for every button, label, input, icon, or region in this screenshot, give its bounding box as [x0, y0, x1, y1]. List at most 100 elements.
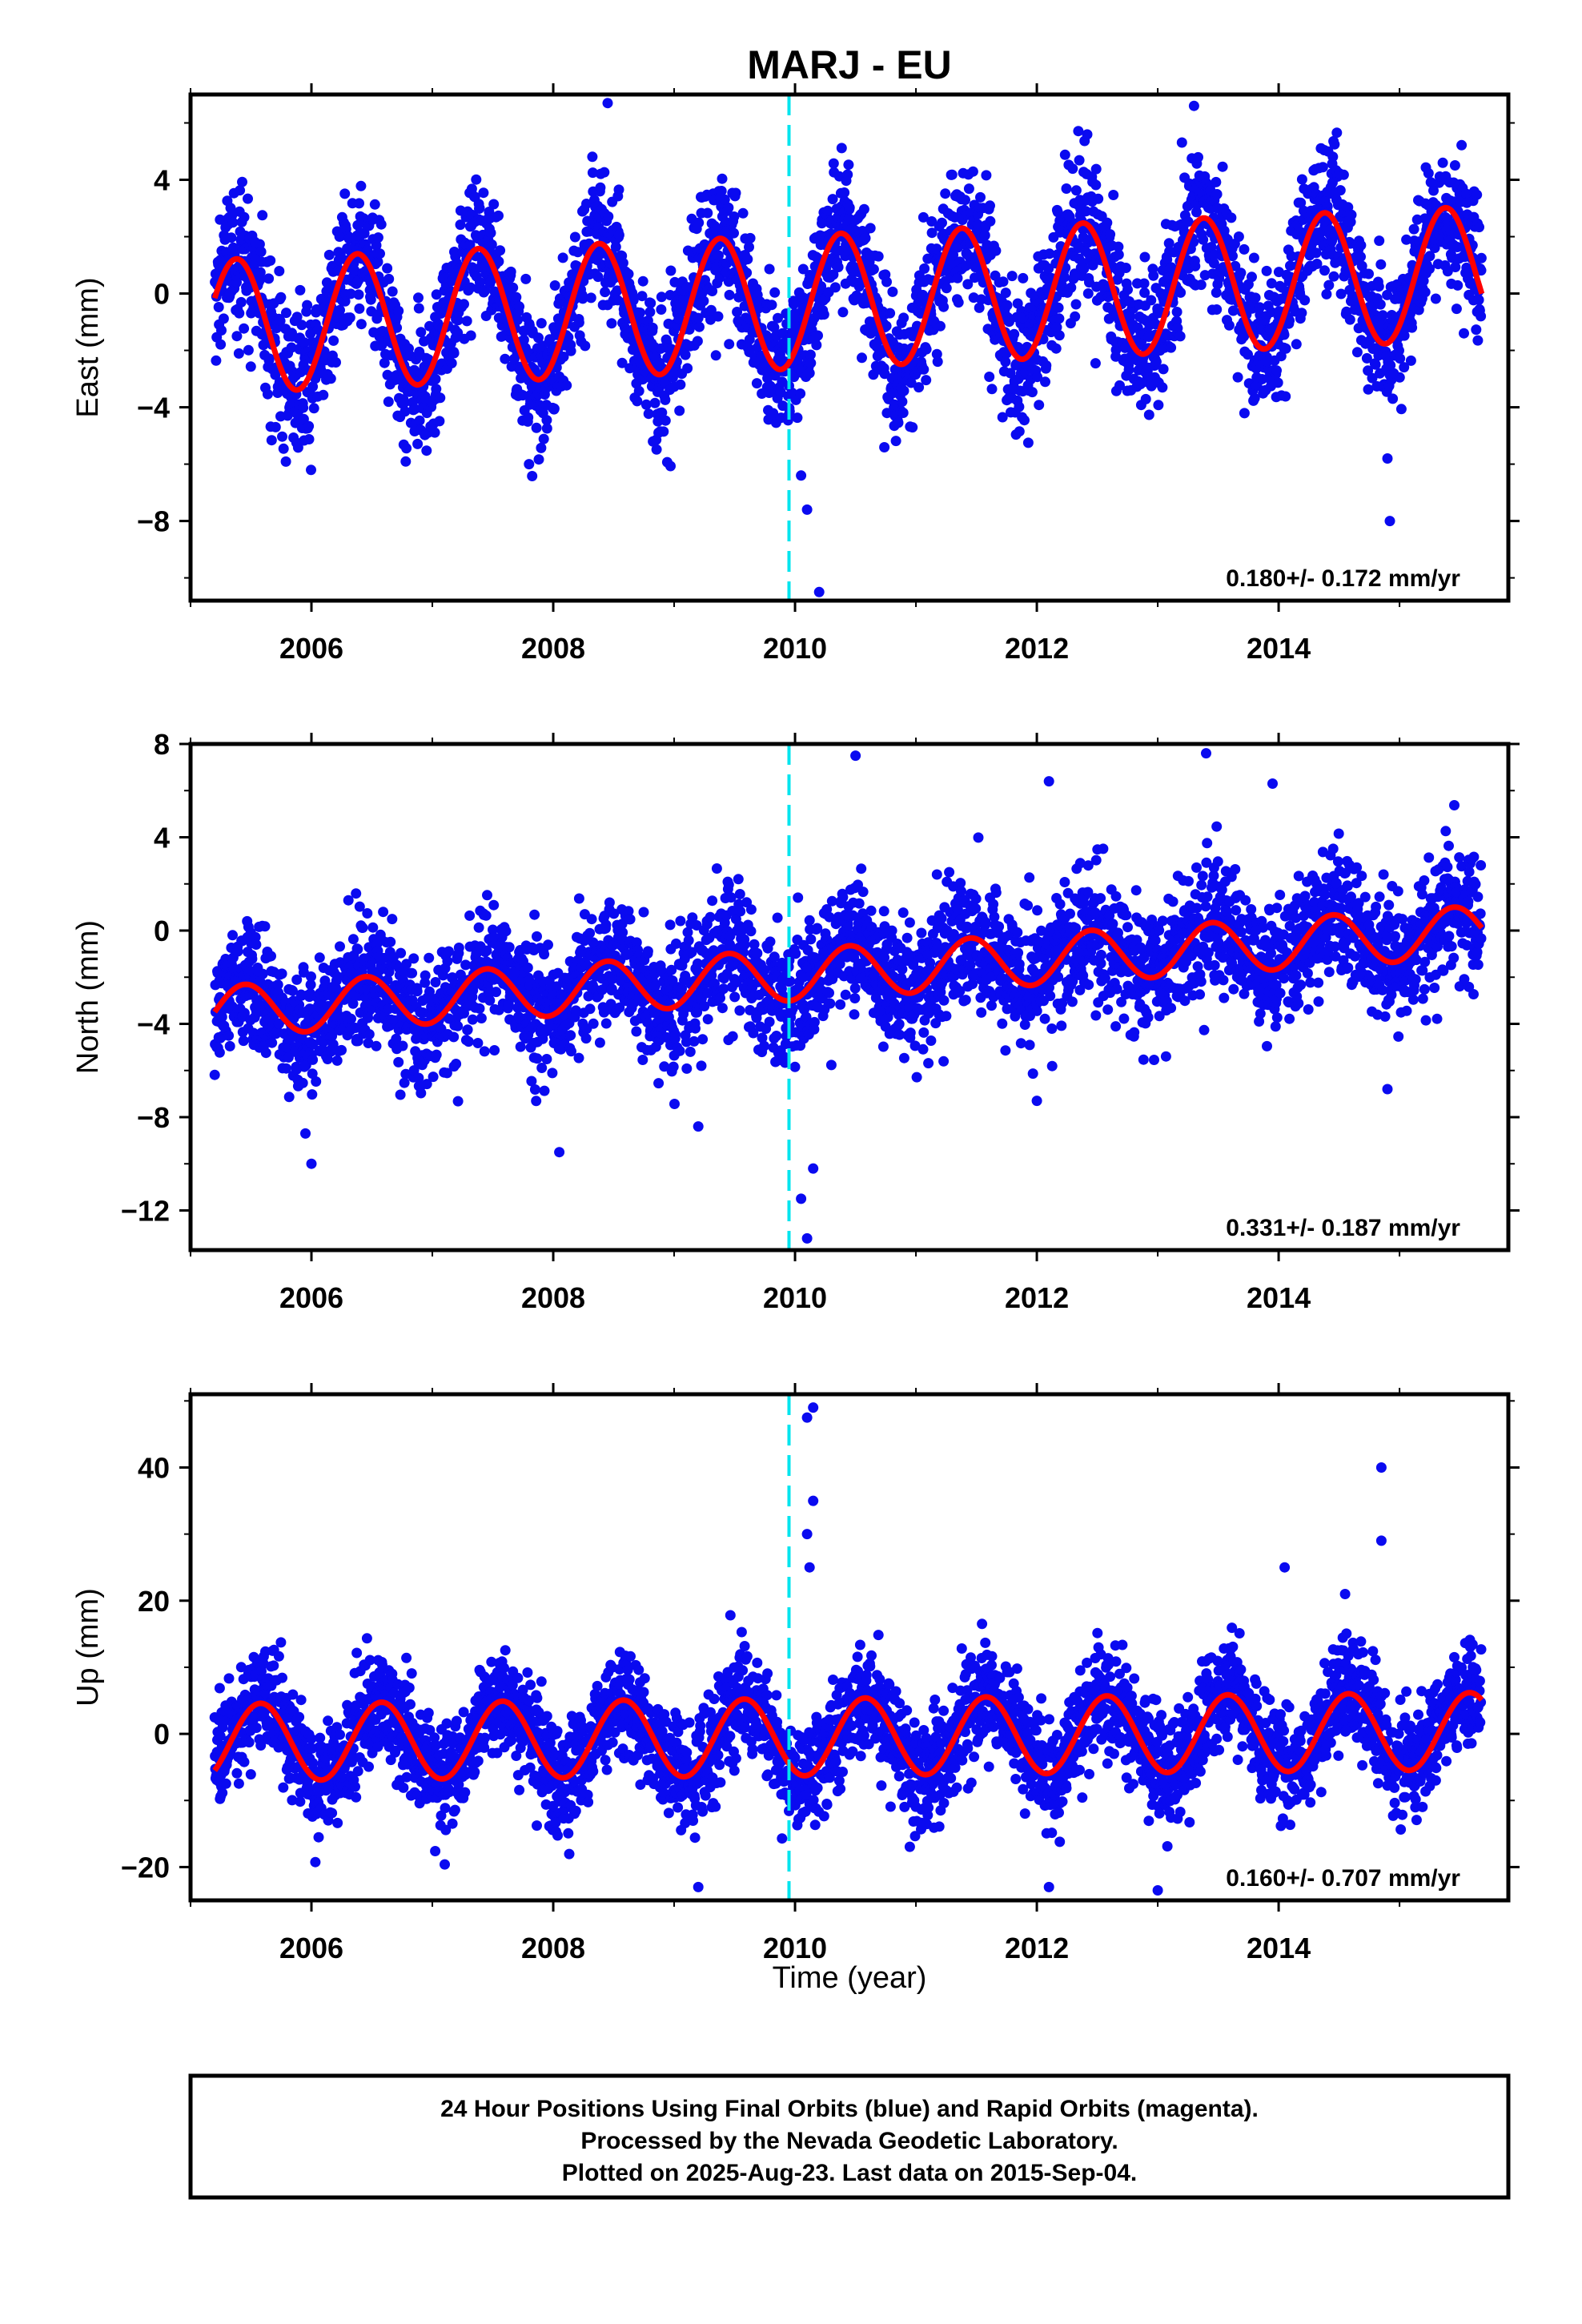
east-point: [500, 353, 511, 364]
east-point: [617, 257, 628, 268]
east-point: [628, 295, 639, 306]
east-point: [1041, 360, 1052, 371]
east-point: [262, 388, 273, 400]
east-point: [1198, 234, 1209, 245]
east-point: [1476, 252, 1487, 263]
east-point: [448, 348, 460, 359]
east-point: [782, 415, 793, 426]
east-point: [732, 307, 743, 317]
east-point: [1280, 391, 1291, 402]
east-ytick-label: −4: [137, 392, 170, 424]
north-point: [266, 951, 276, 962]
east-point: [549, 280, 560, 291]
east-point: [713, 250, 724, 261]
east-point: [905, 377, 917, 388]
east-point: [1073, 126, 1084, 137]
east-point: [1093, 193, 1104, 204]
north-point: [474, 1003, 485, 1014]
east-y-axis-label: East (mm): [71, 277, 105, 417]
north-point: [462, 1024, 473, 1035]
north-point: [681, 1063, 693, 1074]
north-point: [637, 1055, 648, 1065]
east-point: [416, 327, 427, 338]
east-point: [1070, 299, 1082, 310]
north-point: [594, 1037, 605, 1048]
east-point: [1120, 263, 1131, 273]
east-point: [1375, 259, 1387, 270]
east-point: [873, 251, 884, 262]
east-point: [452, 328, 464, 339]
north-point: [584, 927, 596, 939]
east-point: [399, 397, 410, 408]
east-point: [890, 436, 901, 447]
east-point: [1080, 206, 1091, 217]
east-point: [1419, 287, 1431, 298]
north-point: [260, 1047, 271, 1059]
north-point: [467, 1014, 478, 1025]
east-point: [387, 286, 398, 297]
east-point: [805, 357, 817, 368]
north-point: [227, 930, 238, 941]
east-point: [1108, 190, 1119, 200]
east-point: [1317, 162, 1328, 173]
east-point: [839, 187, 850, 198]
east-rate-annotation: 0.180+/- 0.172 mm/yr: [1226, 565, 1460, 592]
east-point: [1243, 349, 1253, 360]
east-point: [879, 442, 890, 452]
east-point: [692, 336, 703, 347]
east-point: [302, 300, 313, 311]
north-point: [407, 967, 418, 979]
east-point: [234, 308, 245, 319]
east-point: [323, 249, 335, 260]
east-point: [766, 300, 777, 311]
east-point: [1233, 231, 1244, 242]
north-point: [472, 1038, 484, 1048]
north-point: [482, 890, 492, 901]
east-point: [1082, 288, 1094, 299]
east-point: [1166, 342, 1177, 353]
east-point: [215, 214, 226, 225]
north-point: [214, 1047, 225, 1058]
east-point: [1090, 163, 1102, 175]
east-point: [729, 227, 739, 239]
east-point: [745, 232, 756, 243]
east-point: [952, 272, 963, 283]
east-point: [979, 230, 990, 241]
east-point: [827, 194, 838, 205]
north-point: [675, 915, 686, 927]
east-point: [931, 348, 942, 360]
east-point: [286, 342, 297, 353]
east-outlier-point: [1384, 516, 1395, 527]
east-point: [307, 381, 319, 392]
east-point: [375, 248, 385, 259]
east-point: [1034, 400, 1045, 411]
east-point: [612, 295, 623, 306]
north-point: [378, 907, 389, 918]
north-point: [584, 1003, 596, 1015]
east-point: [1018, 272, 1029, 283]
east-point: [769, 287, 781, 298]
north-point: [347, 934, 359, 945]
north-point: [267, 1037, 278, 1048]
east-point: [541, 423, 552, 434]
east-point: [1437, 157, 1448, 168]
north-point: [444, 946, 454, 957]
east-point: [508, 282, 519, 293]
north-point: [224, 1040, 235, 1051]
east-point: [511, 292, 522, 303]
east-point: [984, 372, 995, 382]
east-point: [1123, 364, 1134, 376]
east-point: [1138, 278, 1150, 289]
east-point: [400, 456, 412, 467]
north-point: [600, 919, 612, 931]
east-point: [1226, 212, 1237, 223]
east-point: [1019, 415, 1030, 426]
east-point: [1227, 305, 1239, 316]
east-point: [233, 348, 244, 359]
north-point: [669, 1099, 680, 1109]
east-point: [354, 198, 364, 209]
north-point: [408, 953, 420, 964]
east-point: [730, 187, 741, 199]
east-point: [1296, 174, 1307, 185]
east-point: [339, 188, 351, 199]
